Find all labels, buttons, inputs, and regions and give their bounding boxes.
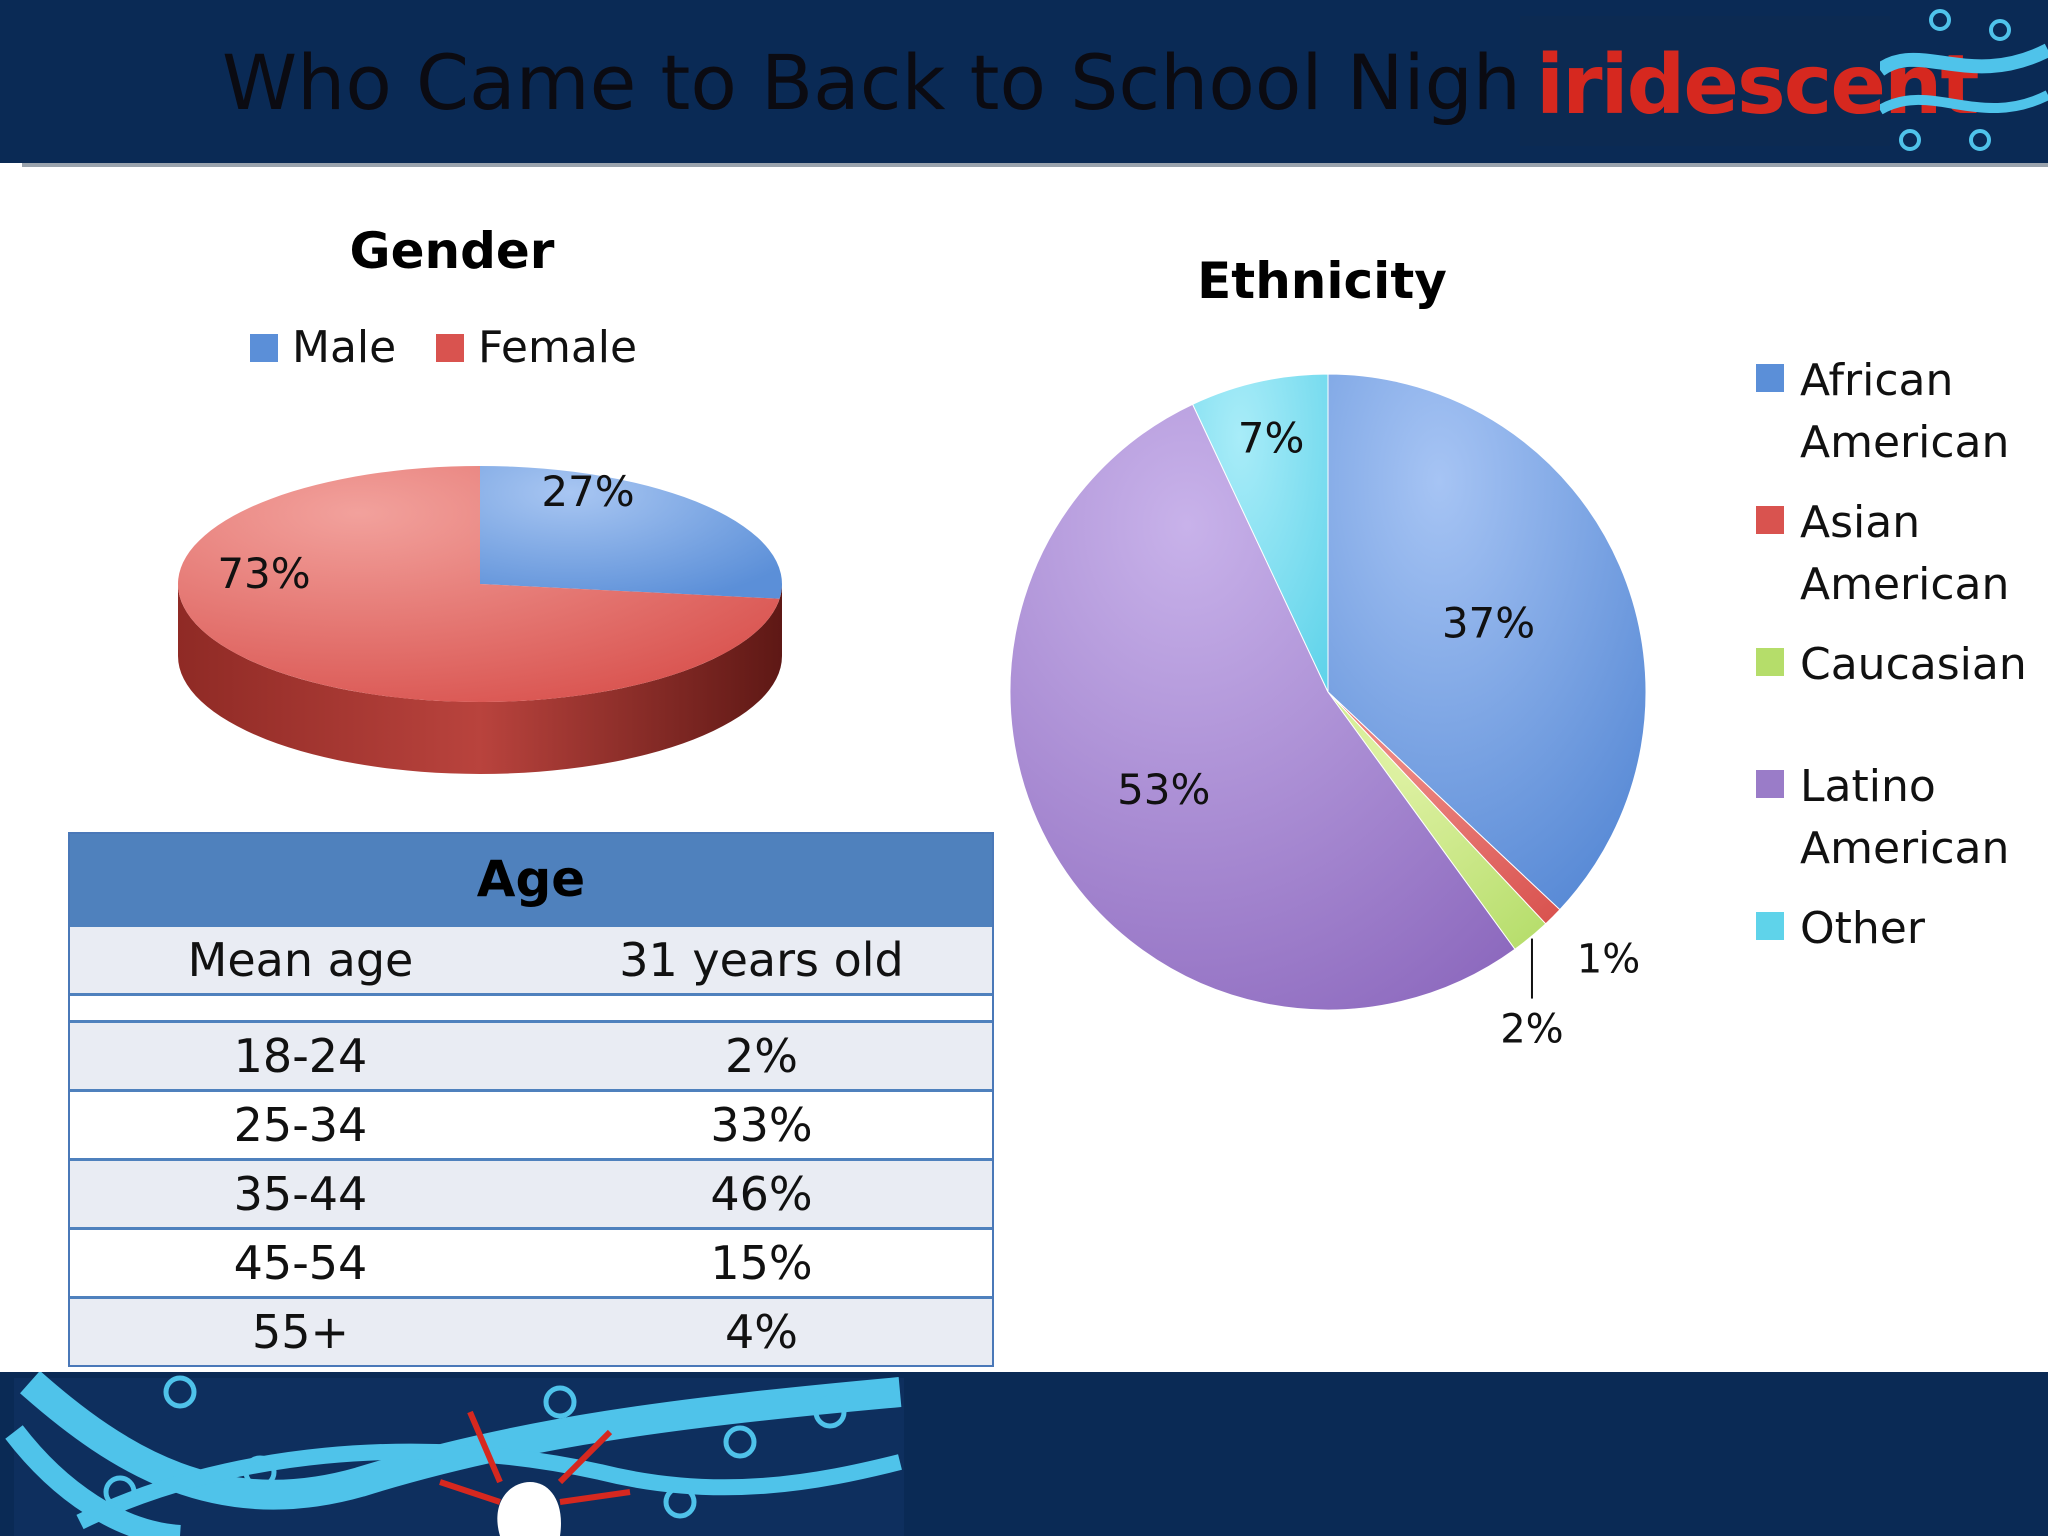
age-table-title: Age	[70, 834, 992, 924]
gender-pie-chart: 27% 73%	[178, 466, 782, 774]
table-row: 18-24 2%	[70, 1020, 992, 1089]
legend-label-female: Female	[478, 322, 638, 373]
legend-label-asian-american: Asian American	[1800, 497, 2010, 610]
legend-swatch-caucasian	[1756, 648, 1784, 676]
pie-slice-female	[178, 466, 780, 702]
legend-item-african-american: African American	[1756, 350, 2048, 474]
pie-slice-latino-american	[1009, 403, 1516, 1011]
table-row-mean-age: Mean age 31 years old	[70, 924, 992, 993]
legend-swatch-latino-american	[1756, 770, 1784, 798]
table-cell-percent: 4%	[725, 1305, 798, 1359]
gender-legend-female: Female	[436, 322, 637, 373]
table-cell-percent: 15%	[710, 1236, 813, 1290]
data-label-female: 73%	[217, 549, 310, 598]
legend-swatch-african-american	[1756, 364, 1784, 392]
table-row: 35-44 46%	[70, 1158, 992, 1227]
table-cell-value: 31 years old	[619, 933, 904, 987]
pie-slice-african-american	[1327, 373, 1647, 911]
pie-side-wall	[178, 584, 782, 774]
table-cell-range: 18-24	[233, 1029, 368, 1083]
ethnicity-chart-title: Ethnicity	[1197, 252, 1447, 310]
table-row: 55+ 4%	[70, 1296, 992, 1365]
legend-swatch-female	[436, 333, 464, 362]
table-row: 25-34 33%	[70, 1089, 992, 1158]
table-cell-percent: 33%	[710, 1098, 813, 1152]
table-cell-range: 55+	[251, 1305, 350, 1359]
wave-decoration-icon	[5, 1372, 904, 1536]
legend-label-male: Male	[292, 322, 397, 373]
age-table: Age Mean age 31 years old 18-24 2% 25-34…	[68, 832, 994, 1367]
table-cell-percent: 46%	[710, 1167, 813, 1221]
table-cell-range: 35-44	[233, 1167, 368, 1221]
legend-swatch-male	[250, 333, 278, 362]
data-label-african-american: 37%	[1442, 599, 1535, 648]
table-cell-percent: 2%	[725, 1029, 798, 1083]
legend-label-caucasian: Caucasian	[1800, 639, 2027, 690]
table-spacer-row	[70, 993, 992, 1020]
legend-label-african-american: African American	[1800, 355, 2010, 468]
table-cell-label: Mean age	[187, 933, 414, 987]
legend-item-other: Other	[1756, 898, 2048, 960]
pie-slice-male	[480, 466, 782, 599]
pie-slice-other	[1191, 373, 1329, 693]
header-divider	[22, 163, 2048, 167]
data-label-other: 7%	[1238, 414, 1305, 463]
legend-item-asian-american: Asian American	[1756, 492, 2048, 616]
table-cell-range: 25-34	[233, 1098, 368, 1152]
gender-legend-male: Male	[250, 322, 396, 373]
legend-label-latino-american: Latino American	[1800, 761, 2010, 874]
gender-chart-title: Gender	[349, 222, 555, 280]
legend-item-caucasian: Caucasian	[1756, 634, 2048, 696]
legend-item-latino-american: Latino American	[1756, 756, 2048, 880]
ethnicity-pie-chart: 37% 53% 7% 1% 2%	[1009, 373, 1647, 1053]
table-row: 45-54 15%	[70, 1227, 992, 1296]
wave-pattern-icon	[1880, 9, 2048, 151]
data-label-asian-american: 1%	[1577, 937, 1640, 983]
data-label-caucasian: 2%	[1500, 1007, 1563, 1053]
slide-title: Who Came to Back to School Night?	[222, 38, 1592, 127]
legend-swatch-asian-american	[1756, 506, 1784, 534]
legend-swatch-other	[1756, 912, 1784, 940]
data-label-latino-american: 53%	[1117, 765, 1210, 814]
data-label-male: 27%	[541, 467, 634, 516]
legend-label-other: Other	[1800, 903, 1925, 954]
ethnicity-legend: African American Asian American Caucasia…	[1756, 350, 2048, 978]
logo	[1520, 16, 1890, 146]
table-cell-range: 45-54	[233, 1236, 368, 1290]
